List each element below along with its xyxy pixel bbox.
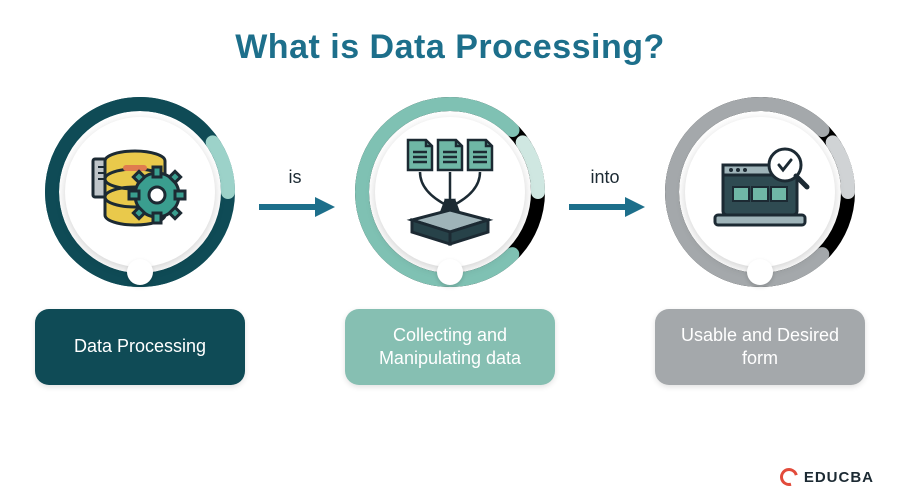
connector-into: into [560, 167, 650, 220]
connector-label-into: into [590, 167, 619, 188]
stage-ring-2 [355, 97, 545, 287]
stage-label-3: Usable and Desired form [655, 309, 865, 385]
laptop-check-icon [705, 137, 815, 247]
brand-logo: EDUCBA [780, 468, 874, 486]
connector-label-is: is [289, 167, 302, 188]
arrow-right-icon [255, 194, 335, 220]
ring-tail-3 [747, 259, 773, 285]
stage-label-2: Collecting and Manipulating data [345, 309, 555, 385]
brand-text: EDUCBA [804, 469, 874, 486]
stages-row: Data Processing is [0, 97, 900, 385]
arrow-right-icon [565, 194, 645, 220]
page-title: What is Data Processing? [0, 0, 900, 67]
stage-icon-container-2 [375, 117, 525, 267]
stage-icon-container-1 [65, 117, 215, 267]
database-gear-icon [85, 137, 195, 247]
stage-data-processing: Data Processing [30, 97, 250, 385]
stage-ring-1 [45, 97, 235, 287]
stage-usable: Usable and Desired form [650, 97, 870, 385]
brand-swirl-icon [777, 465, 802, 490]
stage-collecting: Collecting and Manipulating data [340, 97, 560, 385]
files-funnel-icon [390, 132, 510, 252]
ring-tail-1 [127, 259, 153, 285]
stage-label-1: Data Processing [35, 309, 245, 385]
stage-icon-container-3 [685, 117, 835, 267]
connector-is: is [250, 167, 340, 220]
ring-tail-2 [437, 259, 463, 285]
stage-ring-3 [665, 97, 855, 287]
